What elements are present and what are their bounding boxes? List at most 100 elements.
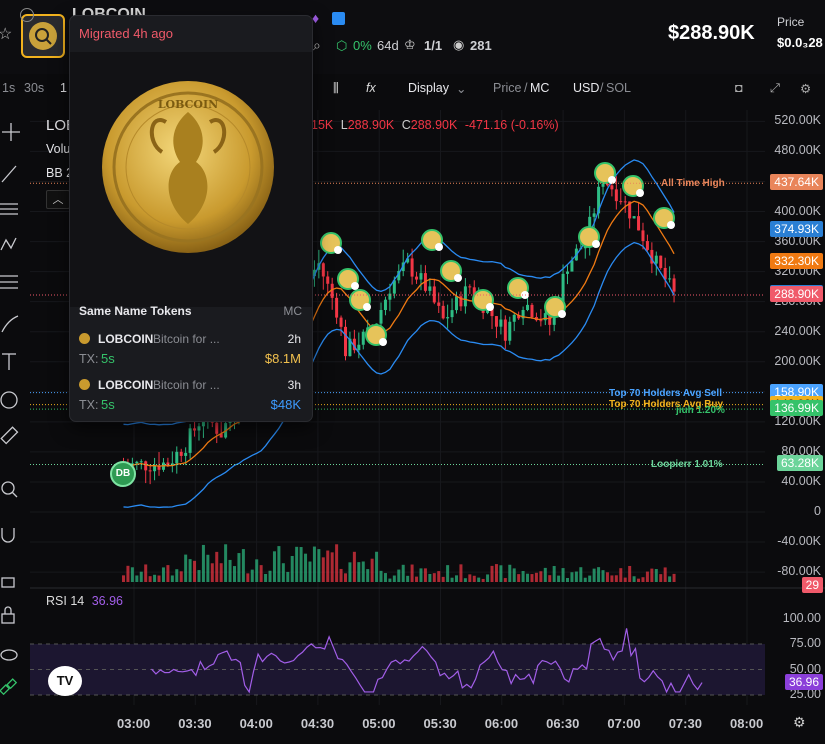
token-name: LOBCOIN [98,378,154,392]
volume-bar [557,575,561,582]
volume-bar [499,565,503,582]
trader-marker[interactable] [622,175,644,197]
token-mc: $8.1M [264,351,301,366]
trader-marker[interactable] [337,268,359,290]
same-name-token-row[interactable]: LOBCOIN Bitcoin for ... 2h TX: 5s $8.1M [79,331,301,371]
price-badge: 288.90K [770,285,823,302]
x-tick: 06:00 [484,716,519,731]
indicators-icon[interactable]: fx [366,81,376,95]
zoom-in-icon[interactable] [1,481,18,498]
candle-type-icon[interactable]: ⫼ [333,81,339,95]
ruler-icon[interactable] [0,426,19,445]
volume-bar [161,567,165,582]
volume-bar [139,571,143,582]
volume-bar [366,569,370,582]
fib-icon[interactable] [0,275,18,289]
same-name-token-row[interactable]: LOBCOIN Bitcoin for ... 3h TX: 5s $48K [79,377,301,417]
volume-bar [481,578,485,582]
volume-bar [552,566,556,582]
trader-marker[interactable] [653,207,675,229]
x-tick: 05:30 [423,716,457,731]
brush-icon[interactable] [1,315,19,333]
text-tool-icon[interactable] [2,353,16,370]
volume-bar [375,551,379,582]
price-badge: 437.64K [770,174,823,191]
y-tick: 520.00K [774,113,821,128]
volume-bar [415,576,419,582]
candle [508,316,512,345]
trader-marker[interactable] [578,226,600,248]
db-marker[interactable]: DB [110,461,136,487]
volume-bar [614,575,618,582]
fullscreen-icon[interactable]: ⤢ [770,81,781,95]
trader-marker[interactable] [440,260,462,282]
collapse-legend-button[interactable]: ︿ [46,190,70,209]
candle [650,242,654,274]
interval-1m[interactable]: 1 [60,81,67,95]
token-age: 64d [377,38,399,53]
candle [610,184,614,197]
mc-toggle[interactable]: MC [530,81,550,95]
crosshair-icon[interactable] [2,123,20,141]
volume-bar [468,574,472,582]
trader-marker[interactable] [349,289,371,311]
volume-bar [126,565,130,582]
candle [157,452,161,476]
volume-bar [654,569,658,582]
ohlc-change: -471.16 (-0.16%) [464,118,559,132]
tx-label: TX: [79,352,99,366]
time-settings-icon[interactable]: ⚙ [793,714,806,730]
emoji-icon[interactable] [0,391,18,409]
trader-marker[interactable] [544,296,566,318]
trend-line-icon[interactable] [1,165,17,183]
migrated-label: Migrated 4h ago [79,26,173,41]
magnet-icon[interactable] [1,528,15,543]
candle [645,234,649,252]
y-axis[interactable]: 520.00K480.00K440.00K400.00K360.00K320.0… [765,0,825,744]
eye-off-icon[interactable] [20,8,34,22]
horizontal-lines-icon[interactable] [0,203,18,215]
search-icon[interactable]: ⌕ [313,37,321,53]
trader-marker[interactable] [365,324,387,346]
candle [153,457,157,481]
volume-bar [543,567,547,582]
volume-bar [255,559,259,582]
volume-bar [157,575,161,582]
trader-marker[interactable] [594,162,616,184]
ohlc-h-tail: 15K [311,118,334,132]
volume-bar [304,553,308,582]
candle [459,291,463,312]
camera-icon[interactable]: ◘ [735,81,743,95]
y-tick: 480.00K [774,143,821,158]
volume-bar [534,572,538,582]
token-avatar[interactable] [21,14,65,58]
favorite-star-icon[interactable]: ☆ [0,26,13,43]
interval-30s[interactable]: 30s [24,81,45,95]
sol-toggle[interactable]: SOL [606,81,632,95]
trader-marker[interactable] [507,277,529,299]
interval-1s[interactable]: 1s [2,81,16,95]
link-icon[interactable] [0,678,18,696]
volume-bar [228,559,232,582]
telegram-icon[interactable] [332,12,345,25]
trader-marker[interactable] [421,229,443,251]
jiuh-label: jiuh 1.20% [676,405,725,416]
volume-bar [570,572,574,582]
candle [326,271,330,294]
price-toggle[interactable]: Price [493,81,522,95]
display-dropdown[interactable]: Display [408,81,449,95]
visibility-icon[interactable] [0,649,18,661]
lock-icon[interactable] [1,606,15,624]
candle [592,208,596,230]
candle [423,265,427,293]
volume-bar [184,554,188,582]
lock-drawing-icon[interactable] [1,577,15,588]
volume-bar [592,568,596,582]
tradingview-logo[interactable]: TV [48,666,82,696]
x-tick: 03:00 [117,716,151,731]
settings-gear-icon[interactable]: ⚙ [800,82,812,96]
pattern-icon[interactable] [0,237,17,251]
trader-marker[interactable] [472,289,494,311]
trader-marker[interactable] [320,232,342,254]
usd-toggle[interactable]: USD [573,81,600,95]
